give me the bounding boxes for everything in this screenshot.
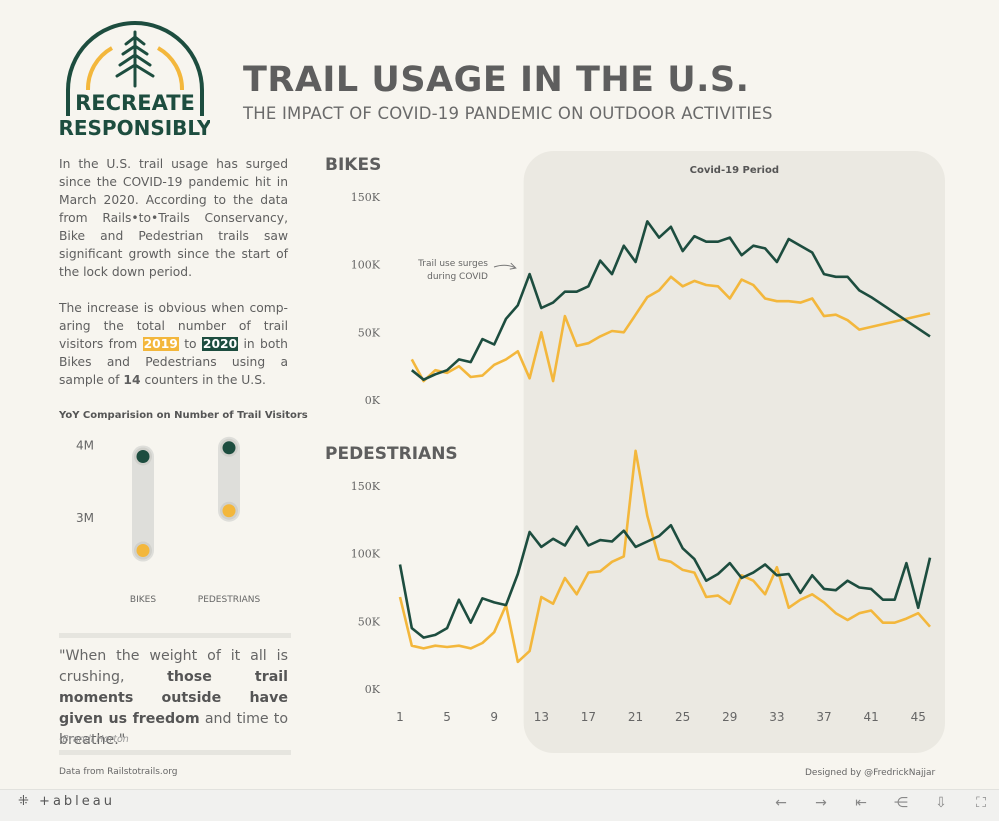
pedestrians-ytick-1: 50K bbox=[358, 615, 381, 628]
yoy-dot-2019-0 bbox=[136, 544, 150, 558]
designer-credit: Designed by @FredrickNajjar bbox=[805, 768, 936, 778]
recreate-responsibly-logo: RECREATE RESPONSIBLY bbox=[60, 21, 210, 140]
para2-text-b: in both Bikes and Pedestrians using a sa… bbox=[59, 337, 288, 387]
bikes-series-2019 bbox=[410, 275, 931, 383]
annotation-arrow bbox=[493, 264, 517, 269]
yoy-dot-2020-1 bbox=[222, 441, 236, 455]
tableau-logo[interactable]: ⁜ +ableau bbox=[18, 794, 115, 809]
x-tick-0: 1 bbox=[396, 710, 404, 724]
quote-text: "When the weight of it all is crushing, … bbox=[59, 646, 288, 751]
x-tick-6: 25 bbox=[675, 710, 690, 724]
quote-bold: those trail moments outside have given u… bbox=[59, 669, 289, 727]
para2-to: to bbox=[184, 337, 197, 351]
annotation-line2: during COVID bbox=[427, 272, 488, 282]
pedestrians-series-2020 bbox=[398, 523, 932, 639]
year-2019-highlight: 2019 bbox=[142, 337, 179, 351]
yoy-category-1: PEDESTRIANS bbox=[198, 595, 261, 605]
bikes-chart-title: BIKES bbox=[325, 155, 381, 175]
quote-top-divider bbox=[59, 633, 291, 638]
quote-part1: "When the weight of it all is crushing, bbox=[59, 648, 288, 685]
tableau-mark-icon: ⁜ bbox=[18, 794, 32, 809]
download-icon[interactable]: ⇩ bbox=[935, 795, 947, 811]
para2-text-c: counters in the U.S. bbox=[144, 373, 266, 387]
yoy-dot-2019-1 bbox=[222, 504, 236, 518]
bikes-ytick-2: 100K bbox=[351, 259, 381, 272]
logo-line2: RESPONSIBLY bbox=[60, 116, 210, 140]
share-icon[interactable]: ⋲ bbox=[894, 795, 908, 811]
x-tick-4: 17 bbox=[581, 710, 596, 724]
undo-icon[interactable]: ← bbox=[775, 795, 787, 811]
yoy-ytick-0: 3M bbox=[76, 511, 94, 525]
fullscreen-icon[interactable]: ⛶ bbox=[976, 795, 986, 811]
yoy-category-0: BIKES bbox=[130, 595, 156, 605]
x-tick-1: 5 bbox=[443, 710, 451, 724]
pedestrians-ytick-2: 100K bbox=[351, 548, 381, 561]
pedestrians-series-2019 bbox=[398, 449, 931, 664]
x-tick-2: 9 bbox=[490, 710, 498, 724]
tableau-brand: +ableau bbox=[39, 794, 115, 809]
bikes-ytick-1: 50K bbox=[358, 326, 381, 339]
logo-line1: RECREATE bbox=[75, 91, 195, 115]
x-tick-5: 21 bbox=[628, 710, 643, 724]
yoy-dot-2020-0 bbox=[136, 449, 150, 463]
bikes-ytick-3: 150K bbox=[351, 191, 381, 204]
yoy-dot-chart: 3M 4M BIKES PEDESTRIANS bbox=[76, 436, 261, 605]
pedestrians-ytick-0: 0K bbox=[365, 683, 381, 696]
x-tick-10: 41 bbox=[863, 710, 878, 724]
revert-icon[interactable]: ⇤ bbox=[855, 795, 867, 811]
pedestrians-chart-title: PEDESTRIANS bbox=[325, 444, 458, 464]
annotation-line1: Trail use surges bbox=[417, 259, 488, 269]
quote-bottom-divider bbox=[59, 750, 291, 755]
x-tick-9: 37 bbox=[816, 710, 831, 724]
x-tick-7: 29 bbox=[722, 710, 737, 724]
year-2020-highlight: 2020 bbox=[201, 337, 239, 351]
quote-part2: and time to breathe." bbox=[59, 711, 289, 748]
x-tick-11: 45 bbox=[911, 710, 926, 724]
data-source: Data from Railstotrails.org bbox=[59, 767, 178, 777]
covid-period-region bbox=[523, 151, 945, 753]
comparison-paragraph: The increase is obvious when comp-aring … bbox=[59, 299, 288, 389]
para2-text-a: The increase is obvious when comp-aring … bbox=[59, 301, 288, 351]
yoy-ytick-1: 4M bbox=[76, 439, 94, 453]
annotation-arrowhead bbox=[509, 262, 517, 270]
bikes-ytick-0: 0K bbox=[365, 394, 381, 407]
yoy-chart-title: YoY Comparision on Number of Trail Visit… bbox=[59, 410, 308, 421]
page-subtitle: THE IMPACT OF COVID-19 PANDEMIC ON OUTDO… bbox=[243, 104, 773, 123]
counter-count: 14 bbox=[123, 373, 141, 387]
intro-paragraph: In the U.S. trail usage has surged since… bbox=[59, 157, 288, 279]
x-tick-8: 33 bbox=[769, 710, 784, 724]
line-charts-panel: Covid-19 PeriodBIKES0K50K100K150KPEDESTR… bbox=[325, 151, 945, 753]
page-title: TRAIL USAGE IN THE U.S. bbox=[243, 60, 750, 100]
redo-icon[interactable]: → bbox=[815, 795, 827, 811]
covid-period-label: Covid-19 Period bbox=[690, 165, 779, 176]
tableau-toolbar bbox=[0, 789, 999, 821]
pedestrians-ytick-3: 150K bbox=[351, 480, 381, 493]
x-tick-3: 13 bbox=[534, 710, 549, 724]
pine-tree-icon bbox=[115, 30, 155, 88]
bikes-series-2020 bbox=[410, 220, 931, 381]
quote-author: -Brandi Horton bbox=[59, 734, 129, 745]
